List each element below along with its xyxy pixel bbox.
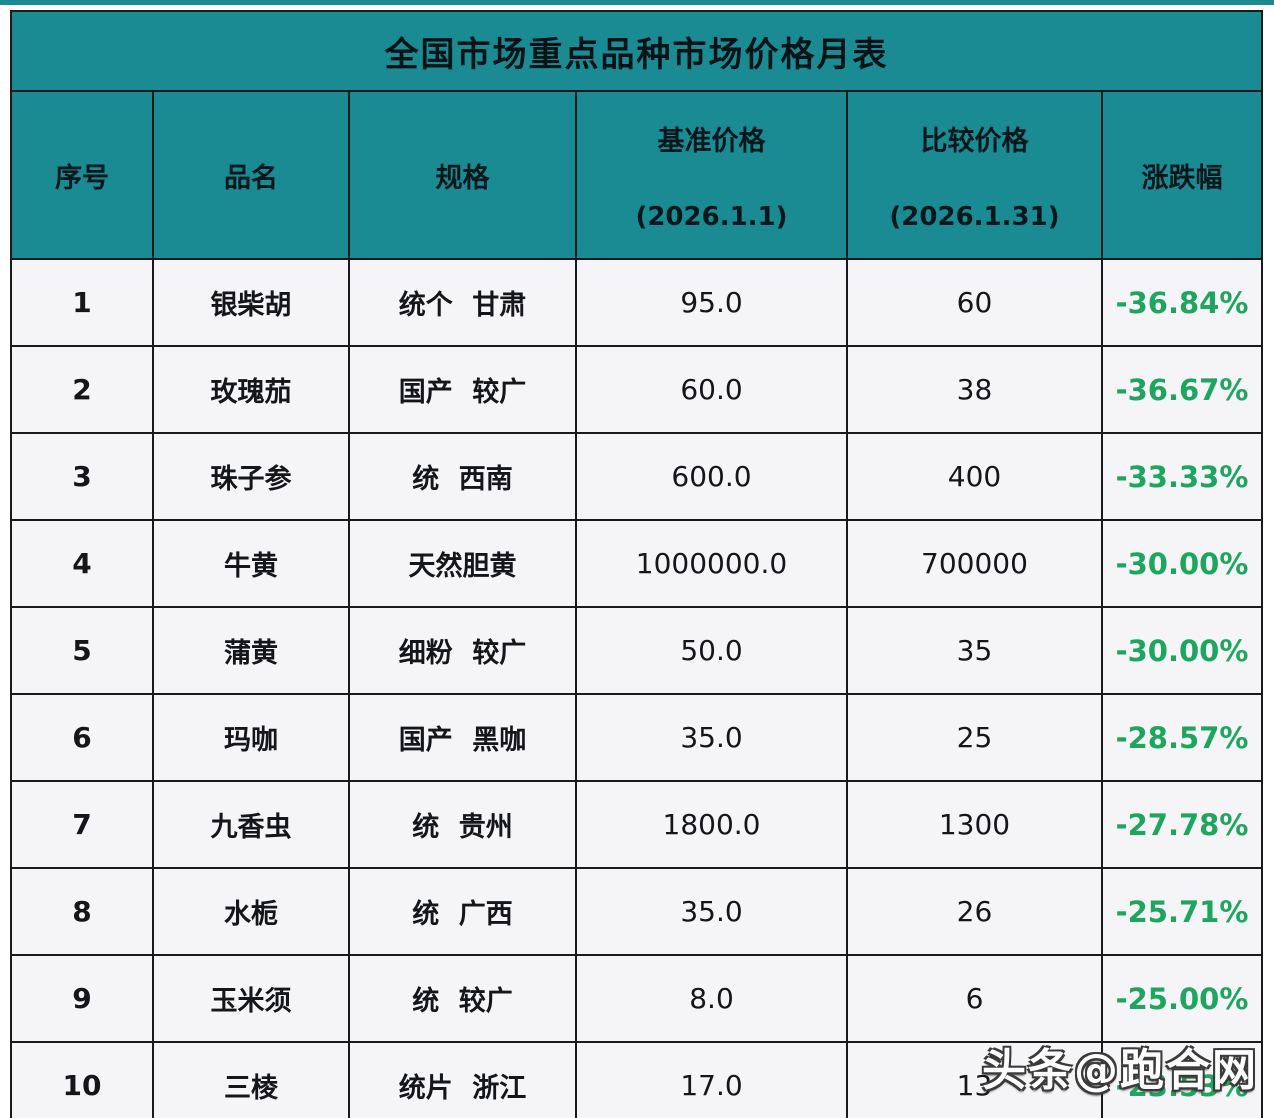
cell-change: -25.00% <box>1115 981 1249 1016</box>
cell-no: 10 <box>12 1043 154 1118</box>
cell-spec: 统 较广 <box>350 956 577 1041</box>
cell-base-price: 35.0 <box>577 695 848 780</box>
cell-change: -30.00% <box>1115 546 1249 581</box>
table-row: 1 银柴胡 统个 甘肃 95.0 60 -36.84% <box>12 260 1261 347</box>
header-label: 基准价格 <box>657 125 766 157</box>
cell-no: 7 <box>12 782 154 867</box>
price-table: 全国市场重点品种市场价格月表 序号 品名 规格 基准价格 (2026.1.1) 比较价格 (… <box>10 10 1263 1118</box>
table-row: 3 珠子参统 西南 600.0 400 -33.33% <box>12 434 1261 521</box>
cell-name: 玛咖 <box>154 695 350 780</box>
header-spec: 规格 <box>350 92 577 258</box>
cell-base-price: 50.0 <box>577 608 848 693</box>
cell-name: 玫瑰茄 <box>154 347 350 432</box>
header-date: (2026.1.31) <box>889 201 1060 232</box>
cell-spec: 细粉 较广 <box>350 608 577 693</box>
cell-spec: 国产 黑咖 <box>350 695 577 780</box>
cell-compare-price: 26 <box>848 869 1103 954</box>
cell-change: -27.78% <box>1115 807 1249 842</box>
cell-change: -25.71% <box>1115 894 1249 929</box>
cell-change: -28.57% <box>1115 720 1249 755</box>
cell-change: -23.53% <box>1115 1068 1249 1103</box>
cell-change: -30.00% <box>1115 633 1249 668</box>
cell-compare-price: 1300 <box>848 782 1103 867</box>
header-label: 序号 <box>55 162 109 194</box>
header-change: 涨跌幅 <box>1103 92 1261 258</box>
cell-no: 4 <box>12 521 154 606</box>
header-label: 品名 <box>224 162 278 194</box>
cell-base-price: 600.0 <box>577 434 848 519</box>
cell-no: 6 <box>12 695 154 780</box>
cell-base-price: 35.0 <box>577 869 848 954</box>
cell-compare-price: 35 <box>848 608 1103 693</box>
table-row: 9 玉米须统 较广 8.0 6 -25.00% <box>12 956 1261 1043</box>
cell-base-price: 1000000.0 <box>577 521 848 606</box>
cell-name: 水栀 <box>154 869 350 954</box>
header-compare-price: 比较价格 (2026.1.31) <box>848 92 1103 258</box>
cell-name: 牛黄 <box>154 521 350 606</box>
cell-base-price: 1800.0 <box>577 782 848 867</box>
cell-name: 珠子参 <box>154 434 350 519</box>
cell-name: 九香虫 <box>154 782 350 867</box>
cell-no: 1 <box>12 260 154 345</box>
header-date: (2026.1.1) <box>635 201 788 232</box>
cell-no: 5 <box>12 608 154 693</box>
cell-change: -36.84% <box>1115 285 1249 320</box>
cell-compare-price: 38 <box>848 347 1103 432</box>
cell-change: -36.67% <box>1115 372 1249 407</box>
cell-spec: 统个 甘肃 <box>350 260 577 345</box>
header-label: 规格 <box>435 162 490 194</box>
cell-compare-price: 60 <box>848 260 1103 345</box>
table-row: 7 九香虫统 贵州 1800.0 1300 -27.78% <box>12 782 1261 869</box>
table-row: 5 蒲黄 细粉 较广 50.0 35 -30.00% <box>12 608 1261 695</box>
cell-spec: 国产 较广 <box>350 347 577 432</box>
header-base-price: 基准价格 (2026.1.1) <box>577 92 848 258</box>
cell-no: 8 <box>12 869 154 954</box>
cell-name: 三棱 <box>154 1043 350 1118</box>
header-row: 序号 品名 规格 基准价格 (2026.1.1) 比较价格 (2026.1.31) 涨跌幅 <box>12 92 1261 260</box>
cell-change: -33.33% <box>1115 459 1249 494</box>
cell-compare-price: 700000 <box>848 521 1103 606</box>
cell-spec: 统片 浙江 <box>350 1043 577 1118</box>
header-label: 涨跌幅 <box>1141 162 1223 194</box>
cell-base-price: 8.0 <box>577 956 848 1041</box>
cell-compare-price: 6 <box>848 956 1103 1041</box>
cell-name: 玉米须 <box>154 956 350 1041</box>
table-row: 6 玛咖 国产 黑咖 35.0 25 -28.57% <box>12 695 1261 782</box>
cell-name: 蒲黄 <box>154 608 350 693</box>
table-body: 1 银柴胡 统个 甘肃 95.0 60 -36.84% 2 玫瑰茄 国产 较广 60.0 38 -36… <box>12 260 1261 1118</box>
cell-no: 2 <box>12 347 154 432</box>
cell-compare-price: 25 <box>848 695 1103 780</box>
header-no: 序号 <box>12 92 154 258</box>
cell-compare-price: 400 <box>848 434 1103 519</box>
header-name: 品名 <box>154 92 350 258</box>
table-row: 10 三棱 统片 浙江 17.0 13 -23.53% <box>12 1043 1261 1118</box>
cell-name: 银柴胡 <box>154 260 350 345</box>
table-row: 8 水栀统 广西 35.0 26 -25.71% <box>12 869 1261 956</box>
cell-base-price: 60.0 <box>577 347 848 432</box>
cell-spec: 统 西南 <box>350 434 577 519</box>
cell-no: 9 <box>12 956 154 1041</box>
cell-spec: 统 广西 <box>350 869 577 954</box>
table-row: 2 玫瑰茄 国产 较广 60.0 38 -36.67% <box>12 347 1261 434</box>
cell-base-price: 17.0 <box>577 1043 848 1118</box>
cell-spec: 统 贵州 <box>350 782 577 867</box>
cell-no: 3 <box>12 434 154 519</box>
cell-base-price: 95.0 <box>577 260 848 345</box>
cell-spec: 天然胆黄 <box>350 521 577 606</box>
top-teal-strip <box>0 0 1274 5</box>
table-row: 4 牛黄 天然胆黄 1000000.0 700000 -30.00% <box>12 521 1261 608</box>
cell-compare-price: 13 <box>848 1043 1103 1118</box>
table-title: 全国市场重点品种市场价格月表 <box>12 12 1261 92</box>
header-label: 比较价格 <box>920 125 1029 157</box>
